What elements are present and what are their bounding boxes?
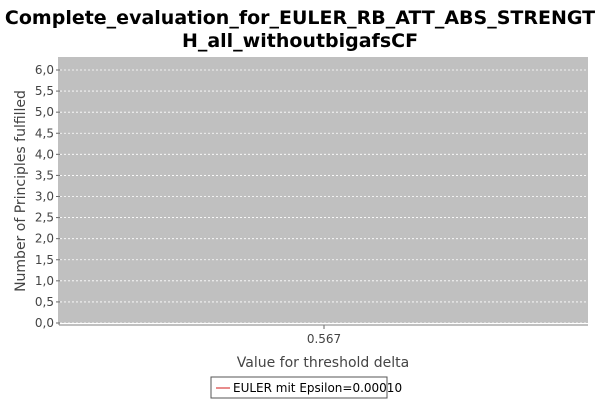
y-tick-label: 2,5 (35, 211, 54, 225)
x-axis-label: Value for threshold delta (237, 355, 409, 371)
y-axis-label: Number of Principles fulfilled (13, 90, 29, 292)
plot-area (60, 57, 588, 323)
y-tick-label: 1,0 (35, 274, 54, 288)
y-tick-label: 3,0 (35, 190, 54, 204)
y-tick-label: 4,0 (35, 147, 54, 161)
legend-label: EULER mit Epsilon=0.00010 (233, 381, 402, 395)
legend-box (210, 376, 388, 399)
chart-title-line-1: Complete_evaluation_for_EULER_RB_ATT_ABS… (5, 7, 595, 29)
y-tick-label: 3,5 (35, 168, 54, 182)
y-tick-label: 5,5 (35, 84, 54, 98)
axes (58, 57, 588, 326)
grid-lines (60, 69, 588, 324)
x-tick-label: 0.567 (307, 332, 341, 346)
y-tick-label: 2,0 (35, 232, 54, 246)
y-tick-label: 5,0 (35, 105, 54, 119)
chart-title-line-2: H_all_withoutbigafsCF (182, 30, 418, 52)
y-tick-label: 0,5 (35, 295, 54, 309)
y-axis-ticks: 0,0 0,5 1,0 1,5 2,0 2,5 3,0 3,5 4,0 4,5 5,0 5,5 6,0 (35, 63, 60, 330)
x-axis-ticks: 0.567 (307, 325, 341, 346)
y-tick-label: 4,5 (35, 126, 54, 140)
y-tick-label: 1,5 (35, 253, 54, 267)
y-tick-label: 0,0 (35, 316, 54, 330)
legend: EULER mit Epsilon=0.00010 (210, 376, 402, 399)
y-tick-label: 6,0 (35, 63, 54, 77)
